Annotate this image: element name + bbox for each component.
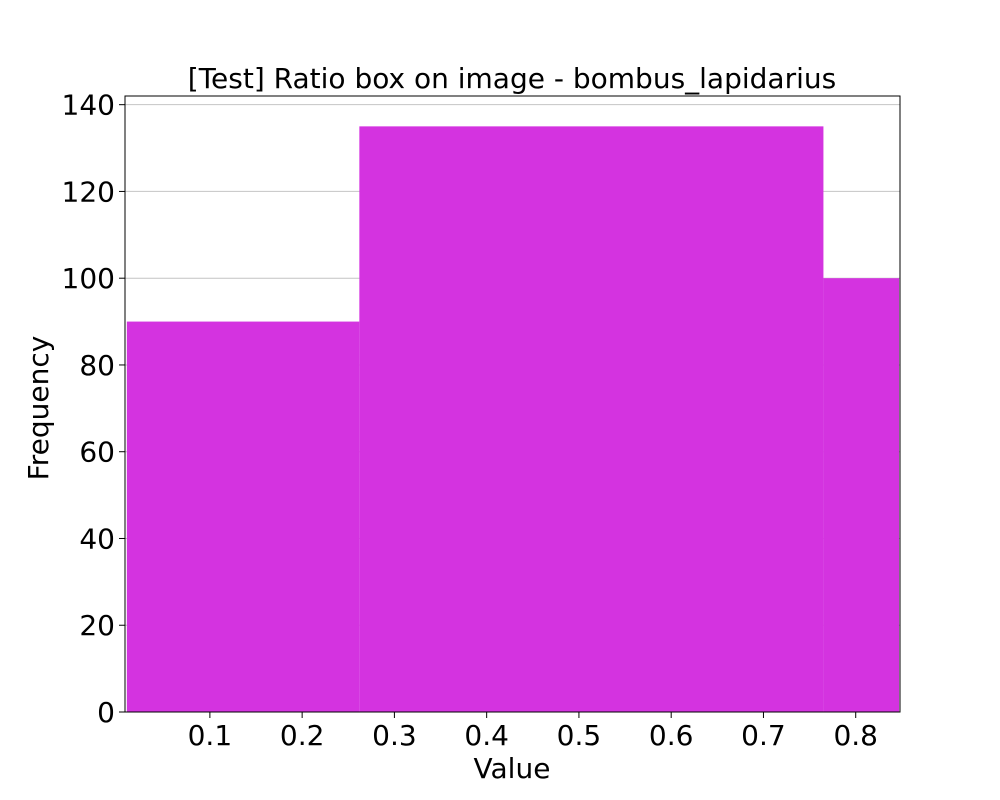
x-tick-label: 0.2 bbox=[280, 719, 325, 752]
x-tick-label: 0.5 bbox=[557, 719, 602, 752]
x-tick-label: 0.3 bbox=[372, 719, 417, 752]
x-axis-label: Value bbox=[474, 752, 551, 785]
y-axis-label: Frequency bbox=[22, 336, 55, 481]
histogram-bar bbox=[823, 278, 900, 712]
histogram-bar bbox=[359, 126, 824, 712]
x-tick-label: 0.8 bbox=[833, 719, 878, 752]
x-tick-label: 0.6 bbox=[649, 719, 694, 752]
histogram-bar bbox=[126, 321, 360, 712]
y-tick-label: 40 bbox=[79, 522, 115, 555]
chart-title: [Test] Ratio box on image - bombus_lapid… bbox=[188, 62, 836, 95]
y-tick-label: 20 bbox=[79, 609, 115, 642]
y-tick-label: 100 bbox=[62, 262, 115, 295]
x-axis-ticks: 0.1 0.2 0.3 0.4 0.5 0.6 0.7 0.8 bbox=[188, 712, 878, 752]
x-tick-label: 0.4 bbox=[464, 719, 509, 752]
y-tick-label: 120 bbox=[62, 175, 115, 208]
y-axis-ticks: 0 20 40 60 80 100 120 140 bbox=[62, 89, 125, 729]
plot-frame bbox=[124, 95, 901, 713]
y-tick-label: 0 bbox=[97, 696, 115, 729]
x-tick-label: 0.7 bbox=[741, 719, 786, 752]
y-tick-label: 80 bbox=[79, 349, 115, 382]
y-tick-label: 60 bbox=[79, 436, 115, 469]
bars bbox=[126, 126, 900, 712]
y-tick-label: 140 bbox=[62, 89, 115, 122]
x-tick-label: 0.1 bbox=[188, 719, 233, 752]
